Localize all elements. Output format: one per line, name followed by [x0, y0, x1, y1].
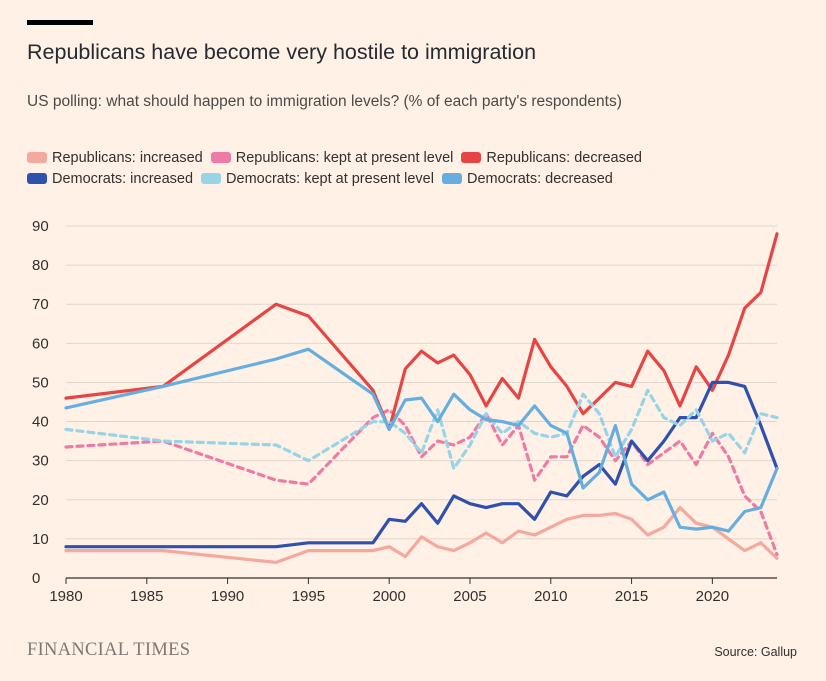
x-tick-label: 2015 — [615, 588, 648, 605]
legend-item-republicans-decreased: Republicans: decreased — [461, 150, 642, 166]
y-tick-label: 40 — [32, 414, 49, 431]
ft-top-rule — [27, 20, 93, 25]
legend-swatch — [461, 152, 482, 163]
ft-brand-logo: FINANCIAL TIMES — [27, 640, 191, 660]
legend-row-democrats: Democrats: increased Democrats: kept at … — [27, 168, 817, 189]
legend-item-republicans-kept: Republicans: kept at present level — [210, 149, 454, 166]
legend-swatch — [201, 173, 222, 184]
x-tick-label: 2010 — [534, 588, 567, 605]
legend-item-democrats-increased: Democrats: increased — [27, 171, 193, 187]
y-tick-label: 60 — [32, 335, 49, 352]
y-tick-label: 90 — [32, 218, 49, 235]
line-chart: 0 10 20 30 40 50 60 70 80 90 1980 1985 1990 1995 2000 2… — [32, 218, 779, 605]
x-tick-label: 1995 — [292, 588, 325, 605]
y-tick-label: 30 — [32, 453, 49, 470]
legend-swatch — [210, 152, 231, 163]
y-tick-label: 0 — [32, 570, 40, 587]
series-line-5 — [64, 347, 779, 533]
series-line-0 — [64, 506, 779, 564]
legend-item-republicans-increased: Republicans: increased — [27, 150, 203, 166]
legend-label: Democrats: increased — [52, 170, 194, 187]
y-tick-label: 70 — [32, 296, 49, 313]
x-tick-label: 2020 — [696, 588, 729, 605]
chart-subtitle: US polling: what should happen to immigr… — [27, 93, 622, 110]
y-tick-label: 50 — [32, 374, 49, 391]
y-tick-label: 80 — [32, 257, 49, 274]
legend-label: Democrats: kept at present level — [226, 170, 434, 187]
legend-item-democrats-decreased: Democrats: decreased — [441, 170, 613, 187]
x-tick-label: 1980 — [49, 588, 82, 605]
legend-swatch — [27, 152, 47, 163]
legend-label: Republicans: decreased — [486, 149, 642, 166]
source-note: Source: Gallup — [714, 645, 797, 659]
legend-swatch — [441, 173, 462, 184]
x-tick-label: 2000 — [372, 588, 405, 605]
x-tick-label: 2005 — [453, 588, 486, 605]
series-line-3 — [64, 380, 779, 549]
chart-title: Republicans have become very hostile to … — [27, 40, 537, 64]
legend-label: Republicans: increased — [52, 149, 203, 166]
y-tick-label: 10 — [32, 531, 49, 548]
legend-label: Republicans: kept at present level — [235, 149, 454, 166]
chart-legend: Republicans: increased Republicans: kept… — [27, 147, 817, 189]
legend-swatch — [27, 173, 47, 184]
legend-label: Democrats: decreased — [466, 170, 613, 187]
series-line-1 — [64, 408, 779, 557]
legend-item-democrats-kept: Democrats: kept at present level — [201, 171, 434, 187]
y-tick-label: 20 — [32, 492, 49, 509]
legend-row-republicans: Republicans: increased Republicans: kept… — [27, 147, 817, 168]
x-tick-label: 1990 — [211, 588, 244, 605]
x-tick-label: 1985 — [130, 588, 163, 605]
